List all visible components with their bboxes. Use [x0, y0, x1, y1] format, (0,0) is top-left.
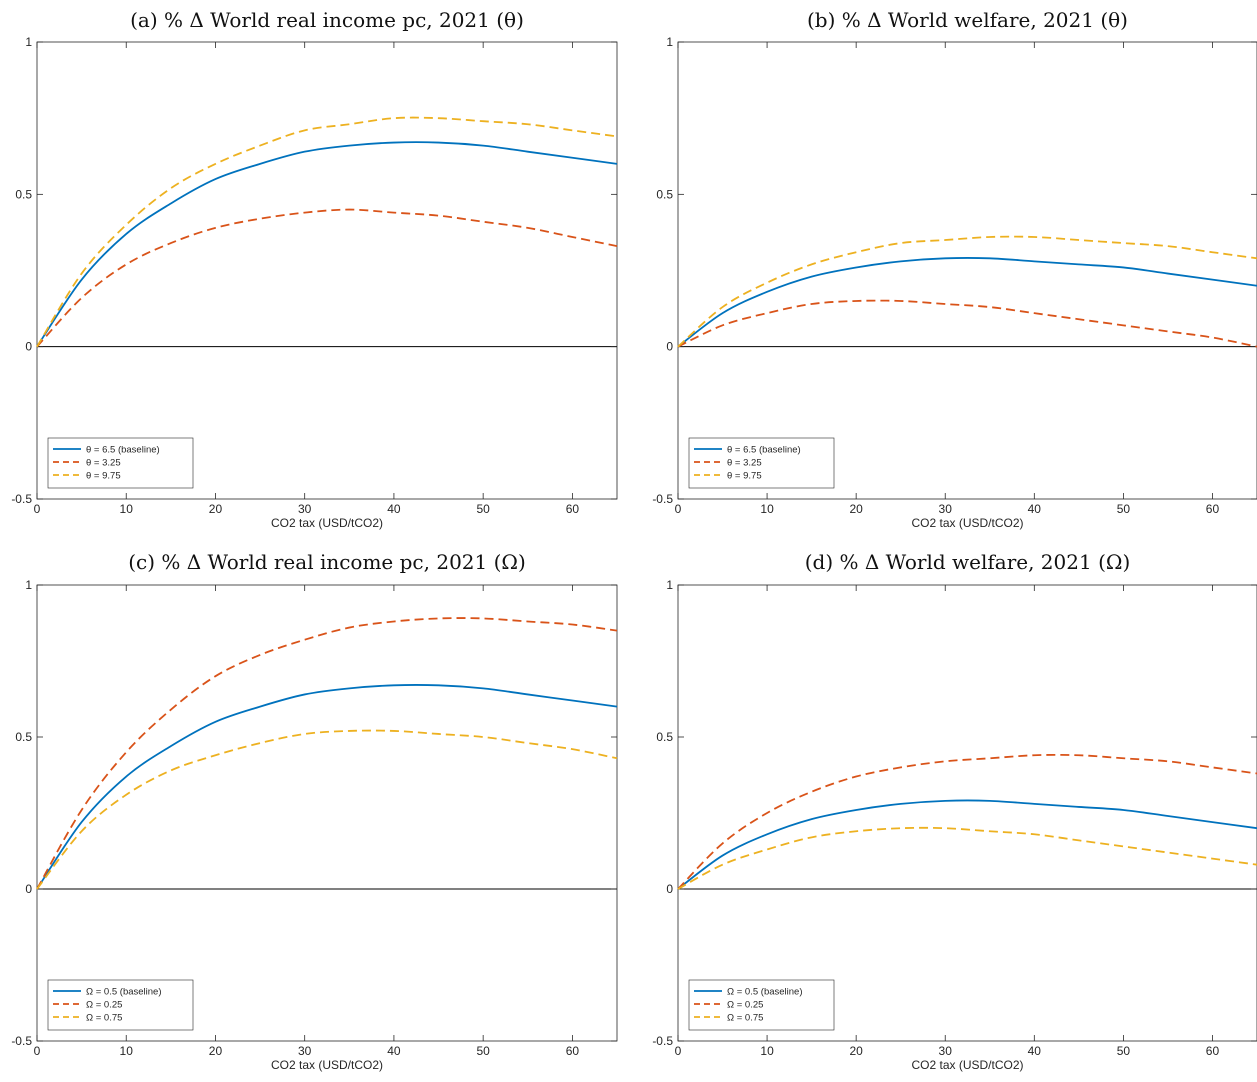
panel-d-title: (d) % Δ World welfare, 2021 (Ω) — [804, 550, 1131, 574]
x-tick-label: 50 — [1117, 502, 1131, 516]
x-tick-label: 40 — [1028, 502, 1042, 516]
legend: θ = 6.5 (baseline) θ = 3.25 θ = 9.75 — [688, 437, 835, 489]
legend-box — [688, 437, 835, 489]
y-tick-label: 0 — [666, 882, 673, 896]
x-tick-label: 10 — [760, 502, 774, 516]
y-tick-label: 0 — [25, 882, 32, 896]
legend-entry: θ = 9.75 — [86, 471, 121, 482]
series-line-2 — [677, 753, 1257, 890]
series-line-3 — [677, 235, 1257, 348]
panel-b-title: (b) % Δ World welfare, 2021 (θ) — [807, 8, 1128, 32]
plot-frame — [677, 41, 1257, 500]
legend-entry: θ = 9.75 — [727, 471, 762, 482]
x-tick-label: 60 — [566, 1044, 580, 1058]
panel-c-title: (c) % Δ World real income pc, 2021 (Ω) — [128, 550, 526, 574]
legend-entry: Ω = 0.5 (baseline) — [86, 987, 162, 998]
series-line-1 — [36, 684, 618, 890]
y-tick-label: 1 — [666, 578, 673, 592]
legend-entry: Ω = 0.25 — [86, 1000, 122, 1011]
series-line-2 — [677, 299, 1257, 348]
series-line-1 — [677, 799, 1257, 890]
y-tick-label: 0.5 — [15, 187, 32, 201]
legend: θ = 6.5 (baseline) θ = 3.25 θ = 9.75 — [47, 437, 194, 489]
x-tick-label: 30 — [939, 1044, 953, 1058]
y-tick-label: 0.5 — [656, 187, 673, 201]
y-tick-label: 0.5 — [656, 730, 673, 744]
x-axis-label: CO2 tax (USD/tCO2) — [911, 1058, 1023, 1072]
legend-entry: Ω = 0.5 (baseline) — [727, 987, 803, 998]
legend-entry: Ω = 0.25 — [727, 1000, 763, 1011]
legend-box — [688, 979, 835, 1031]
x-tick-label: 40 — [387, 1044, 401, 1058]
x-tick-label: 10 — [120, 502, 134, 516]
plot-frame — [36, 41, 618, 500]
series-line-1 — [677, 257, 1257, 348]
y-tick-label: 1 — [666, 35, 673, 49]
y-tick-label: -0.5 — [11, 492, 32, 506]
x-tick-label: 40 — [1028, 1044, 1042, 1058]
x-axis-label: CO2 tax (USD/tCO2) — [271, 516, 383, 530]
x-tick-label: 0 — [34, 1044, 41, 1058]
panel-a-title: (a) % Δ World real income pc, 2021 (θ) — [130, 8, 524, 32]
legend-entry: θ = 6.5 (baseline) — [727, 445, 801, 456]
x-tick-label: 0 — [34, 502, 41, 516]
legend: Ω = 0.5 (baseline) Ω = 0.25 Ω = 0.75 — [688, 979, 835, 1031]
x-tick-label: 10 — [760, 1044, 774, 1058]
x-tick-label: 20 — [209, 1044, 223, 1058]
x-tick-label: 50 — [476, 1044, 490, 1058]
x-tick-label: 30 — [298, 502, 312, 516]
series-line-2 — [36, 208, 618, 348]
legend-box — [47, 437, 194, 489]
y-tick-label: -0.5 — [652, 492, 673, 506]
x-tick-label: 20 — [849, 1044, 863, 1058]
series-line-3 — [36, 116, 618, 348]
plot-frame — [677, 584, 1257, 1042]
y-tick-label: 0 — [25, 340, 32, 354]
y-tick-label: 0.5 — [15, 730, 32, 744]
y-tick-label: -0.5 — [11, 1034, 32, 1048]
legend-entry: Ω = 0.75 — [86, 1013, 122, 1024]
legend-entry: θ = 6.5 (baseline) — [86, 445, 160, 456]
legend-entry: Ω = 0.75 — [727, 1013, 763, 1024]
y-tick-label: 0 — [666, 340, 673, 354]
series-line-3 — [677, 826, 1257, 890]
x-tick-label: 60 — [566, 502, 580, 516]
x-tick-label: 60 — [1206, 502, 1220, 516]
y-tick-label: 1 — [25, 35, 32, 49]
x-tick-label: 50 — [476, 502, 490, 516]
x-tick-label: 20 — [849, 502, 863, 516]
legend-box — [47, 979, 194, 1031]
x-tick-label: 30 — [298, 1044, 312, 1058]
x-tick-label: 20 — [209, 502, 223, 516]
series-line-2 — [36, 617, 618, 890]
legend: Ω = 0.5 (baseline) Ω = 0.25 Ω = 0.75 — [47, 979, 194, 1031]
plot-frame — [36, 584, 618, 1042]
legend-entry: θ = 3.25 — [727, 458, 762, 469]
x-axis-label: CO2 tax (USD/tCO2) — [911, 516, 1023, 530]
x-tick-label: 40 — [387, 502, 401, 516]
x-tick-label: 0 — [675, 502, 682, 516]
series-line-1 — [36, 141, 618, 348]
x-tick-label: 10 — [120, 1044, 134, 1058]
x-tick-label: 50 — [1117, 1044, 1131, 1058]
y-tick-label: -0.5 — [652, 1034, 673, 1048]
x-tick-label: 30 — [939, 502, 953, 516]
x-tick-label: 60 — [1206, 1044, 1220, 1058]
x-tick-label: 0 — [675, 1044, 682, 1058]
series-line-3 — [36, 729, 618, 890]
y-tick-label: 1 — [25, 578, 32, 592]
x-axis-label: CO2 tax (USD/tCO2) — [271, 1058, 383, 1072]
legend-entry: θ = 3.25 — [86, 458, 121, 469]
